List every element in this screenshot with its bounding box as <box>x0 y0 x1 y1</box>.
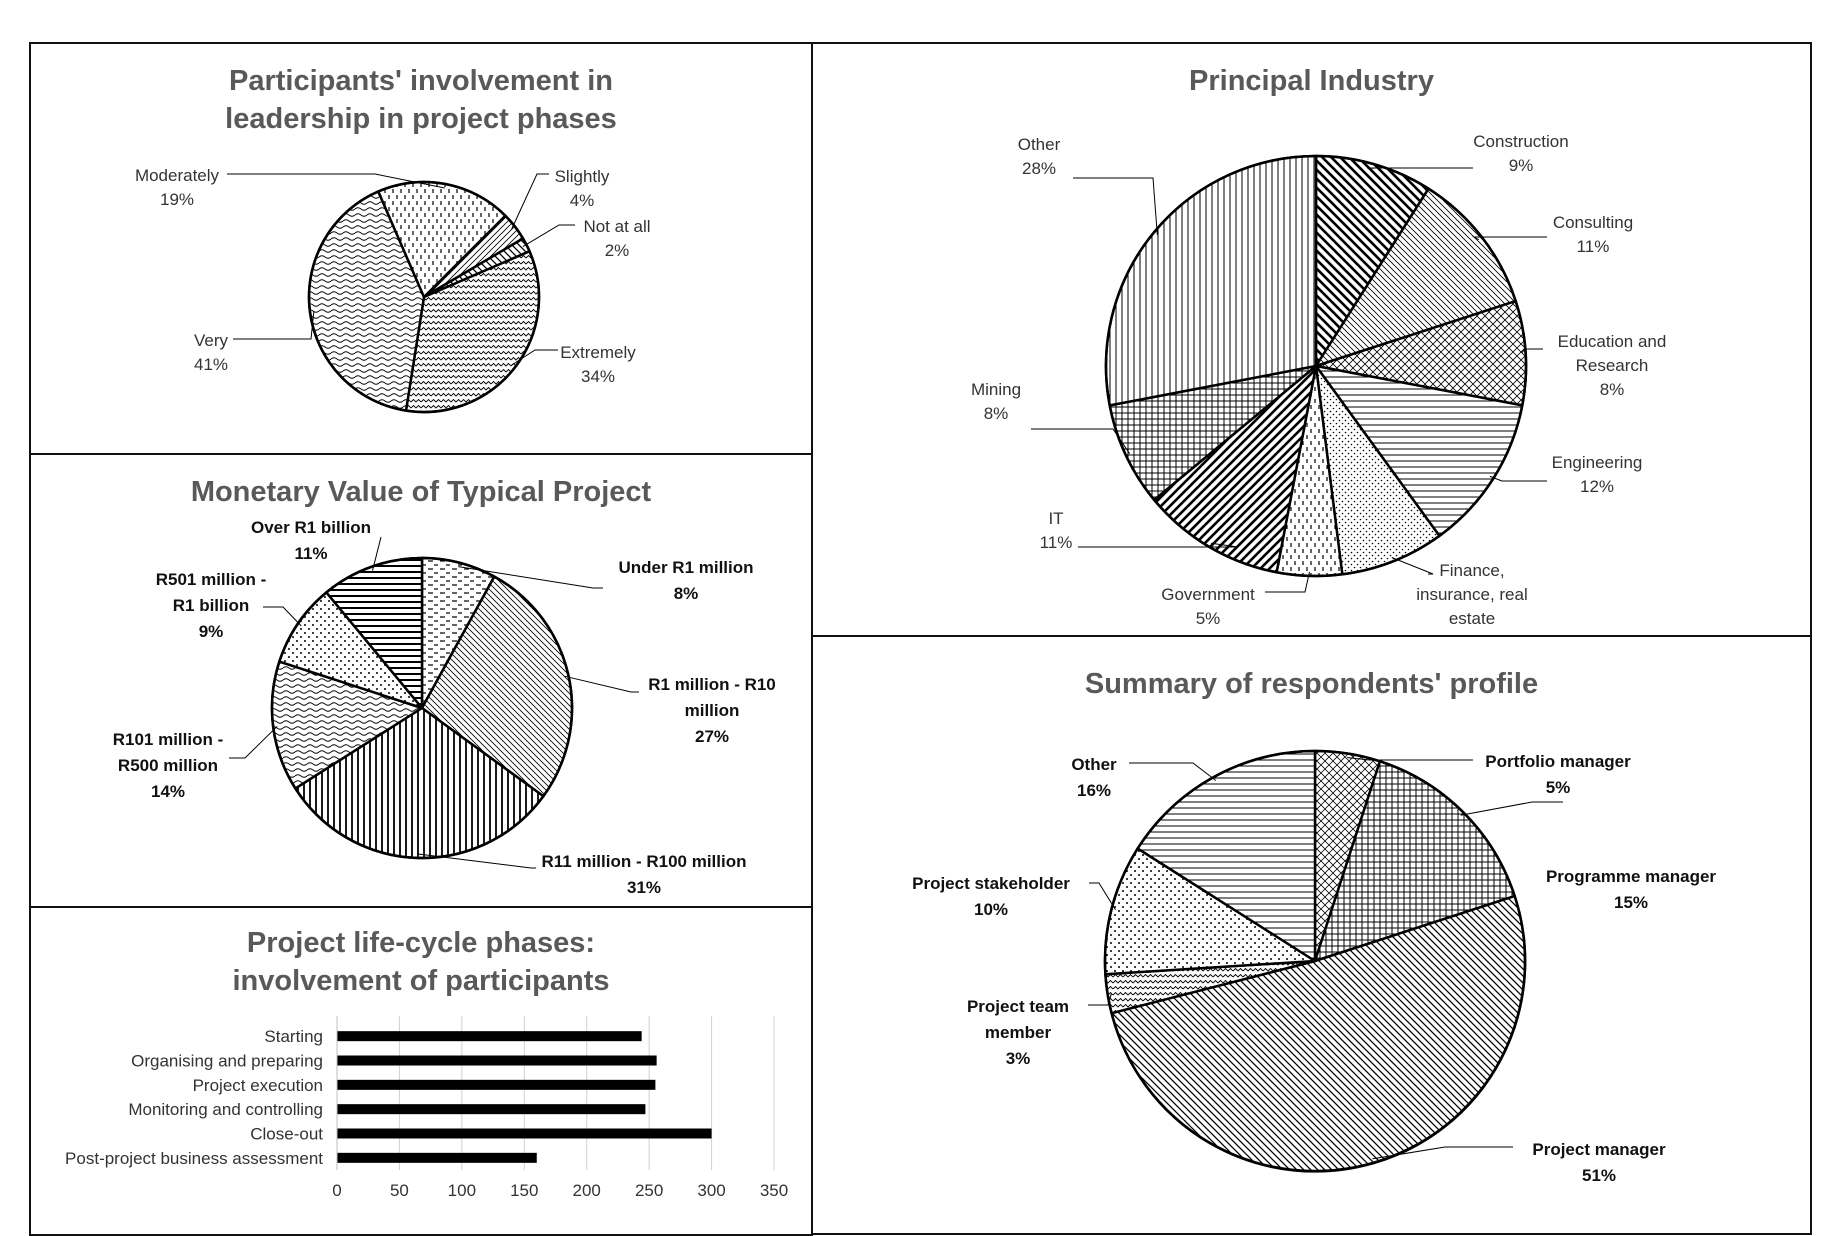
bar-starting <box>337 1031 642 1041</box>
leader-line-r11-million-r100-million <box>417 854 536 868</box>
x-tick-label: 100 <box>448 1181 476 1200</box>
pie-slice-other <box>1106 156 1316 405</box>
leader-line-r1-million-r10-million <box>565 676 640 692</box>
bar-project-execution <box>337 1080 655 1090</box>
x-tick-label: 50 <box>390 1181 409 1200</box>
leader-line-engineering <box>1490 476 1547 481</box>
bar-monitoring-and-controlling <box>337 1104 645 1114</box>
bar-close-out <box>337 1129 712 1139</box>
x-tick-label: 0 <box>332 1181 341 1200</box>
leader-line-slightly <box>512 174 549 229</box>
leader-line-very <box>233 311 314 339</box>
x-tick-label: 350 <box>760 1181 788 1200</box>
chart-panel-profile: Summary of respondents' profile Portfoli… <box>811 635 1812 1235</box>
y-tick-label: Starting <box>264 1027 323 1046</box>
leader-line-other <box>1129 763 1216 781</box>
leader-line-other <box>1073 178 1157 235</box>
x-tick-label: 150 <box>510 1181 538 1200</box>
y-tick-label: Post-project business assessment <box>65 1149 323 1168</box>
chart-panel-leadership: Participants' involvement in leadership … <box>29 42 813 455</box>
leader-line-programme-manager <box>1461 802 1563 815</box>
y-tick-label: Project execution <box>193 1076 323 1095</box>
bar-organising-and-preparing <box>337 1056 657 1066</box>
chart-panel-monetary: Monetary Value of Typical Project Under … <box>29 453 813 908</box>
x-tick-label: 200 <box>573 1181 601 1200</box>
leader-line-not-at-all <box>523 225 575 247</box>
bar-chart-lifecycle: 0 50 100 150 200 250 300 350 Starting Organising … <box>31 908 811 1234</box>
leader-line-r101-million-r500-million <box>229 726 277 758</box>
leader-line-r501-million-r1-billion <box>263 607 301 626</box>
chart-panel-lifecycle: Project life-cycle phases: involvement o… <box>29 906 813 1236</box>
leader-line-mining <box>1031 429 1130 454</box>
x-tick-label: 250 <box>635 1181 663 1200</box>
bar-post-project-business-assessment <box>337 1153 537 1163</box>
y-tick-label: Close-out <box>250 1125 323 1144</box>
y-tick-label: Organising and preparing <box>131 1052 323 1071</box>
y-tick-label: Monitoring and controlling <box>128 1100 323 1119</box>
x-tick-label: 300 <box>697 1181 725 1200</box>
